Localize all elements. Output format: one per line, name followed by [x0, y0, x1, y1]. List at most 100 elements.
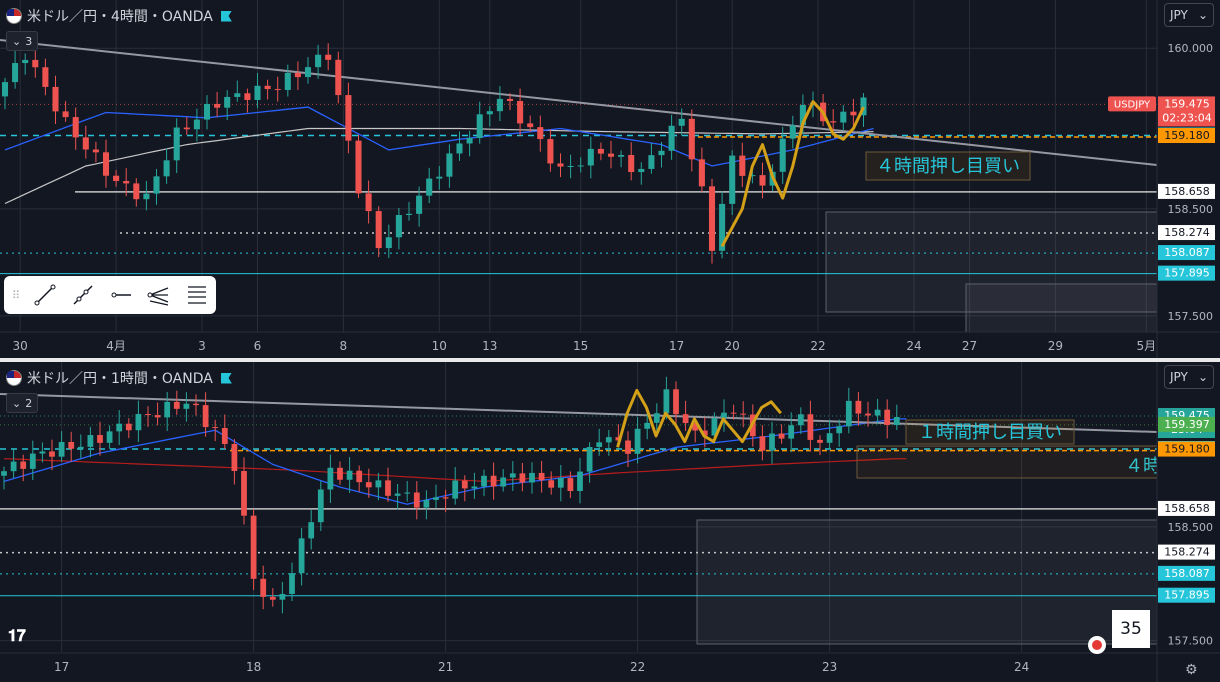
candle-body	[692, 423, 699, 431]
candle-body	[618, 155, 625, 157]
price-label	[1158, 128, 1215, 144]
candle-body	[461, 480, 468, 489]
trend-line-tool-icon[interactable]	[33, 283, 57, 307]
chart-1h-canvas[interactable]: １時間押し目買い４時158.500157.500159.47523:04159.…	[0, 362, 1220, 682]
candle-body	[884, 409, 891, 425]
x-tick-label: 17	[54, 660, 69, 674]
price-label-text: 159.180	[1164, 129, 1210, 142]
candle-body	[260, 578, 267, 597]
candle-body	[10, 461, 17, 472]
candle-body	[92, 149, 99, 153]
moving-average-short	[4, 106, 874, 167]
candle-body	[749, 175, 756, 177]
x-tick-label: 10	[432, 339, 447, 353]
zone-box	[965, 283, 1158, 333]
annotation-box	[905, 419, 1075, 445]
candle-body	[452, 480, 459, 499]
candle-body	[143, 193, 150, 200]
candle-body	[519, 473, 526, 483]
chart-pane-4h[interactable]: ４時間押し目買い 160.000 158.500 157.500 USDJPY 159.4…	[0, 0, 1220, 358]
fib-retracement-tool-icon[interactable]	[185, 283, 209, 307]
candle-body	[234, 93, 241, 97]
x-tick-label: 21	[438, 660, 453, 674]
x-tick-label: 3	[198, 339, 206, 353]
candle-body	[490, 475, 497, 487]
gear-icon[interactable]: ⚙	[1185, 662, 1198, 678]
symbol-tag-text: USDJPY	[1114, 99, 1151, 110]
x-tick-label: 27	[962, 339, 977, 353]
x-tick-label: 17	[669, 339, 684, 353]
candle-body	[82, 137, 89, 150]
candle-body	[567, 165, 574, 167]
candle-body	[789, 125, 796, 139]
price-label-text: 158.087	[1164, 246, 1210, 259]
candle-body	[42, 67, 49, 87]
candle-body	[394, 493, 401, 496]
symbol-tag	[1108, 96, 1156, 112]
candle-body	[729, 155, 736, 204]
candle-body	[547, 139, 554, 164]
candle-body	[688, 118, 695, 160]
live-flag-icon	[220, 372, 232, 384]
candle-body	[164, 401, 171, 418]
candles	[1, 376, 900, 614]
candle-body	[32, 59, 39, 68]
zone-box	[825, 211, 1158, 313]
price-label-text: 157.895	[1164, 589, 1210, 602]
candle-body	[874, 409, 881, 416]
candle-body	[668, 125, 675, 151]
candle-body	[496, 98, 503, 112]
candle-body	[653, 413, 660, 423]
candle-body	[87, 435, 94, 447]
indicator-collapse-button[interactable]: ⌄ 2	[6, 393, 39, 413]
candle-body	[413, 492, 420, 508]
drag-handle-icon[interactable]: ⠿	[12, 288, 20, 302]
chart-pane-1h[interactable]: １時間押し目買い４時158.500157.500159.47523:04159.…	[0, 362, 1220, 682]
record-icon[interactable]	[1088, 636, 1106, 654]
price-label	[1158, 96, 1215, 127]
candle-body	[788, 425, 795, 439]
currency-label: JPY	[1170, 8, 1188, 22]
candle-body	[68, 441, 75, 449]
candle-body	[375, 480, 382, 488]
candle-body	[817, 439, 823, 443]
candle-body	[769, 433, 775, 451]
pitchfork-tool-icon[interactable]	[147, 283, 171, 307]
price-label-text: 159.397	[1164, 418, 1210, 431]
candle-body	[327, 467, 334, 490]
candle-body	[317, 489, 324, 523]
candle-body	[244, 93, 251, 100]
candle-body	[557, 163, 564, 167]
indicator-count: 3	[25, 34, 33, 48]
candle-body	[264, 85, 271, 90]
candle-body	[22, 59, 29, 64]
candle-body	[778, 433, 785, 439]
price-label	[1158, 225, 1215, 241]
ray-tool-icon[interactable]	[71, 283, 95, 307]
drawing-toolbar[interactable]: ⠿	[4, 276, 216, 314]
horizontal-ray-tool-icon[interactable]	[109, 283, 133, 307]
symbol-header[interactable]: 米ドル／円・4時間・OANDA	[6, 5, 232, 27]
candle-body	[476, 114, 483, 138]
candle-body	[634, 428, 641, 454]
candle-body	[840, 111, 847, 123]
price-label	[1158, 544, 1215, 560]
tradingview-logo-icon[interactable]: 𝟏𝟕	[8, 626, 26, 645]
pane-separator[interactable]	[0, 358, 1220, 362]
chevron-down-icon: ⌄	[12, 34, 22, 48]
y-tick-label: 158.500	[1168, 521, 1214, 534]
chart-4h-canvas[interactable]: ４時間押し目買い 160.000 158.500 157.500 USDJPY 159.4…	[0, 0, 1220, 358]
candle-body	[294, 72, 301, 78]
candle-body	[58, 441, 65, 457]
candle-body	[615, 437, 622, 441]
symbol-header[interactable]: 米ドル／円・1時間・OANDA	[6, 367, 232, 389]
candle-body	[567, 478, 574, 492]
candle-body	[807, 414, 814, 440]
indicator-collapse-button[interactable]: ⌄ 3	[6, 31, 39, 51]
candle-body	[325, 54, 332, 60]
price-label-text: 158.274	[1164, 226, 1210, 239]
candle-body	[416, 195, 423, 214]
candle-body	[404, 492, 411, 494]
currency-select[interactable]: JPY ⌄	[1164, 3, 1214, 27]
currency-select[interactable]: JPY ⌄	[1164, 365, 1214, 389]
